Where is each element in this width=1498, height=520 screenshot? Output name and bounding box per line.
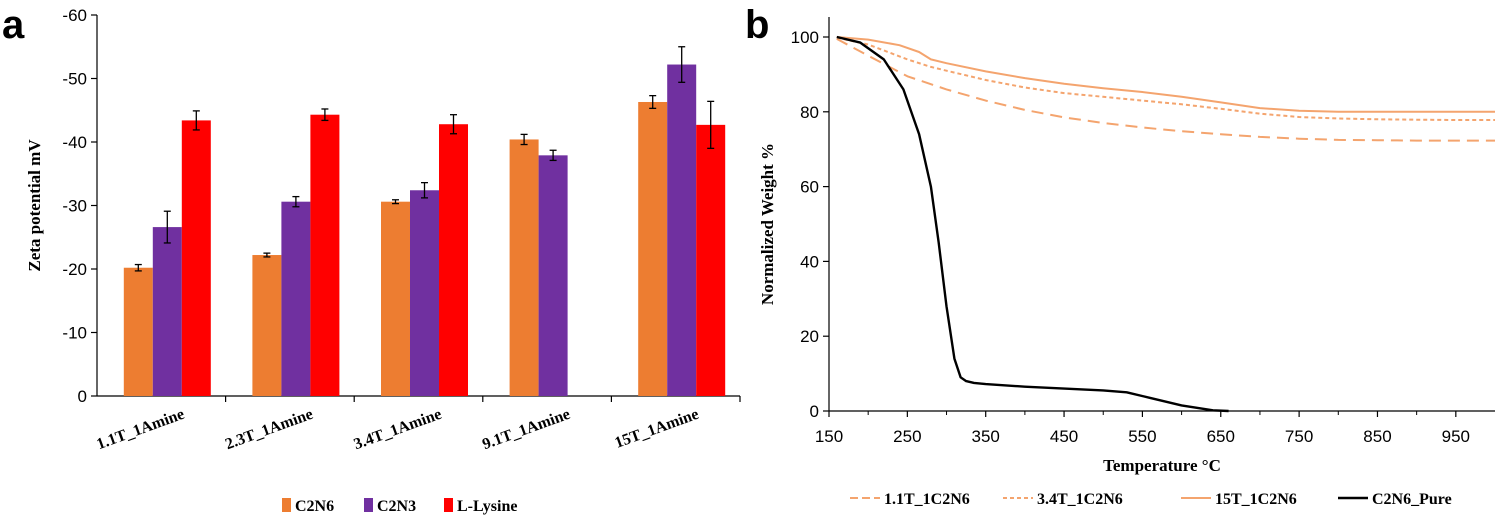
legend-label: L-Lysine — [457, 498, 517, 515]
y-tick-label: 0 — [810, 402, 819, 421]
category-label: 1.1T_1Amine — [94, 406, 186, 453]
panel-b-letter: b — [745, 3, 769, 47]
panel-a-letter: a — [2, 3, 25, 47]
legend-label: 3.4T_1C2N6 — [1037, 491, 1123, 508]
legend-label: 1.1T_1C2N6 — [884, 491, 970, 508]
y-tick-label: -30 — [62, 197, 87, 216]
legend-swatch-l-lysine — [444, 498, 453, 512]
bar-c2n6 — [509, 139, 539, 396]
bar-c2n3 — [410, 190, 439, 396]
y-tick-label: 60 — [800, 178, 819, 197]
y-tick-label: 40 — [800, 252, 819, 271]
y-axis-title: Normalized Weight % — [758, 143, 777, 305]
x-tick-label: 650 — [1207, 427, 1235, 446]
series-line-3.4t_1c2n6 — [836, 36, 1495, 121]
y-tick-label: -60 — [62, 6, 87, 25]
x-tick-label: 150 — [815, 427, 843, 446]
bar-l-lysine — [439, 124, 468, 396]
series-line-15t_1c2n6 — [836, 36, 1495, 113]
bar-c2n3 — [152, 227, 182, 396]
x-tick-label: 750 — [1285, 427, 1313, 446]
y-tick-label: -10 — [62, 324, 87, 343]
bar-c2n3 — [538, 155, 568, 396]
bar-c2n6 — [638, 101, 668, 397]
category-label: 9.1T_1Amine — [480, 406, 572, 453]
x-tick-label: 350 — [972, 427, 1000, 446]
x-tick-label: 950 — [1442, 427, 1470, 446]
y-tick-label: -20 — [62, 260, 87, 279]
legend-label: C2N6 — [295, 498, 334, 515]
y-tick-label: 20 — [800, 327, 819, 346]
x-axis-title: Temperature °C — [1103, 456, 1221, 475]
bar-l-lysine — [696, 124, 726, 396]
y-tick-label: 80 — [800, 103, 819, 122]
legend-swatch-c2n3 — [364, 498, 373, 512]
line-chart-tga: 0 20 40 60 80 100 150 250 350 450 550 650 750 850 950 T… — [758, 17, 1495, 508]
series-line-c2n6_pure — [836, 35, 1229, 413]
y-tick-label: -40 — [62, 133, 87, 152]
x-tick-label: 450 — [1050, 427, 1078, 446]
category-label: 2.3T_1Amine — [223, 406, 315, 453]
bar-l-lysine — [310, 114, 340, 396]
bar-c2n6 — [381, 201, 410, 396]
bar-l-lysine — [181, 120, 211, 396]
legend-label: C2N3 — [377, 498, 416, 515]
y-tick-label: 0 — [78, 387, 87, 406]
category-label: 15T_1Amine — [613, 406, 702, 452]
series-line-1.1t_1c2n6 — [836, 38, 1495, 142]
y-axis-title: Zeta potential mV — [25, 139, 44, 272]
category-label: 3.4T_1Amine — [352, 406, 444, 453]
legend-label: 15T_1C2N6 — [1215, 491, 1297, 508]
bar-c2n3 — [281, 201, 311, 396]
legend-label: C2N6_Pure — [1372, 491, 1452, 508]
x-tick-label: 850 — [1363, 427, 1391, 446]
legend-swatch-c2n6 — [282, 498, 291, 512]
y-tick-label: 100 — [791, 28, 819, 47]
bar-chart-zeta-potential: 0 -10 -20 -30 -40 -50 -60 Zeta potential mV 1.1T… — [25, 6, 741, 515]
bar-c2n3 — [667, 64, 697, 396]
y-tick-label: -50 — [62, 70, 87, 89]
bar-c2n6 — [252, 255, 282, 396]
x-tick-label: 550 — [1128, 427, 1156, 446]
bar-c2n6 — [123, 267, 153, 396]
x-tick-label: 250 — [893, 427, 921, 446]
